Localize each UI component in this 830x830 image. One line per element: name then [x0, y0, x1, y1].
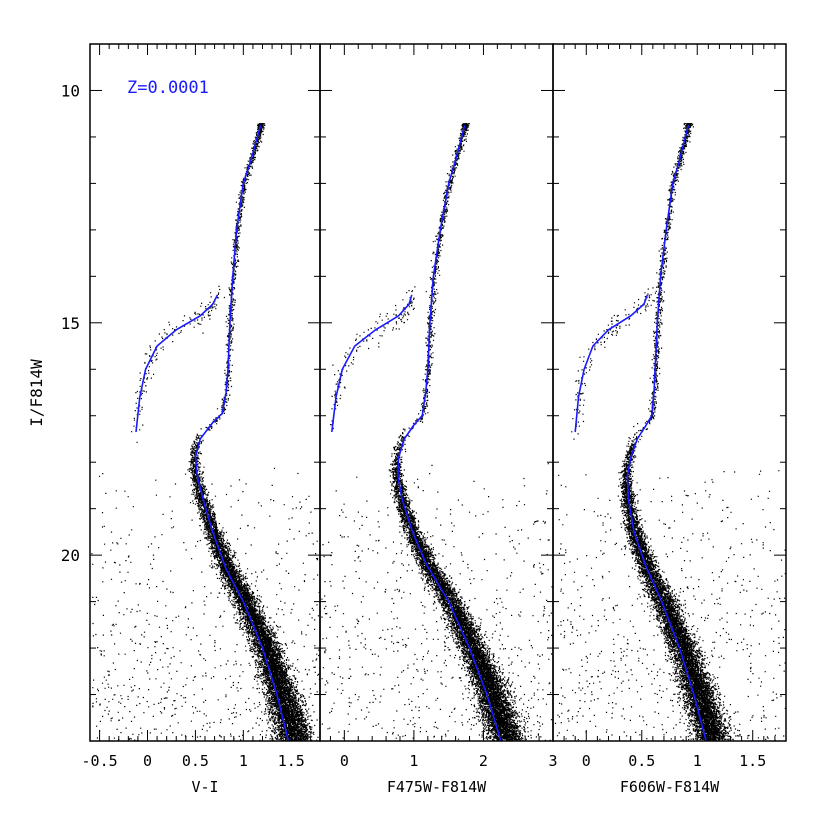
panel-1-isochrone-main: [194, 125, 290, 741]
panel-1-isochrone-hb: [135, 294, 219, 433]
panel-2-ticks: [320, 44, 553, 741]
isochrone-layer: [135, 125, 707, 741]
panel-3-points: [554, 123, 786, 742]
panel-2-isochrone-hb: [331, 294, 413, 433]
panel-3-ticks: [553, 44, 786, 741]
panel-2-xtick-label: 2: [479, 752, 488, 770]
ytick-label: 20: [61, 546, 80, 565]
panel-3-star-cloud: [554, 123, 786, 742]
panel-1-xtick-label: 1: [239, 752, 248, 770]
panel-1-xlabel: V-I: [191, 778, 218, 796]
panel-3-xtick-label: 0.5: [628, 752, 655, 770]
panel-2-xlabel: F475W-F814W: [387, 778, 487, 796]
y-axis-label: I/F814W: [27, 359, 46, 427]
panel-2-xtick-label: 1: [409, 752, 418, 770]
panel-3-frame: [552, 43, 787, 742]
panel-2-points: [321, 123, 553, 742]
panel-3-xtick-label: 1.5: [739, 752, 766, 770]
panel-1-ticks: [90, 44, 320, 741]
star-points-layer: [91, 123, 786, 742]
panel-3-isochrone-hb: [574, 294, 649, 433]
panel-2-isochrone-main: [397, 125, 502, 741]
metallicity-annotation: Z=0.0001: [127, 78, 209, 98]
panel-2-star-cloud: [321, 123, 553, 742]
panel-3-xtick-label: 1: [693, 752, 702, 770]
panel-3-xtick-label: 0: [582, 752, 591, 770]
ytick-label: 10: [61, 81, 80, 100]
panel-1-xtick-label: 0: [143, 752, 152, 770]
panel-3-xlabel: F606W-F814W: [620, 778, 720, 796]
tick-marks: [90, 44, 786, 741]
ytick-label: 15: [61, 314, 80, 333]
panel-2-xtick-label: 3: [548, 752, 557, 770]
panel-1-xtick-label: -0.5: [82, 752, 118, 770]
axis-labels: I/F814W Z=0.0001 -0.5 0 0.5 1 1.5 V-I 0 1 2 3 F475…: [27, 78, 766, 796]
panel-1-frame: [89, 43, 321, 742]
panel-2-frame: [319, 43, 554, 742]
panel-1-xtick-label: 1.5: [278, 752, 305, 770]
panel-2-xtick-label: 0: [340, 752, 349, 770]
panel-1-xtick-label: 0.5: [182, 752, 209, 770]
panel-3-isochrone-main: [626, 125, 707, 741]
